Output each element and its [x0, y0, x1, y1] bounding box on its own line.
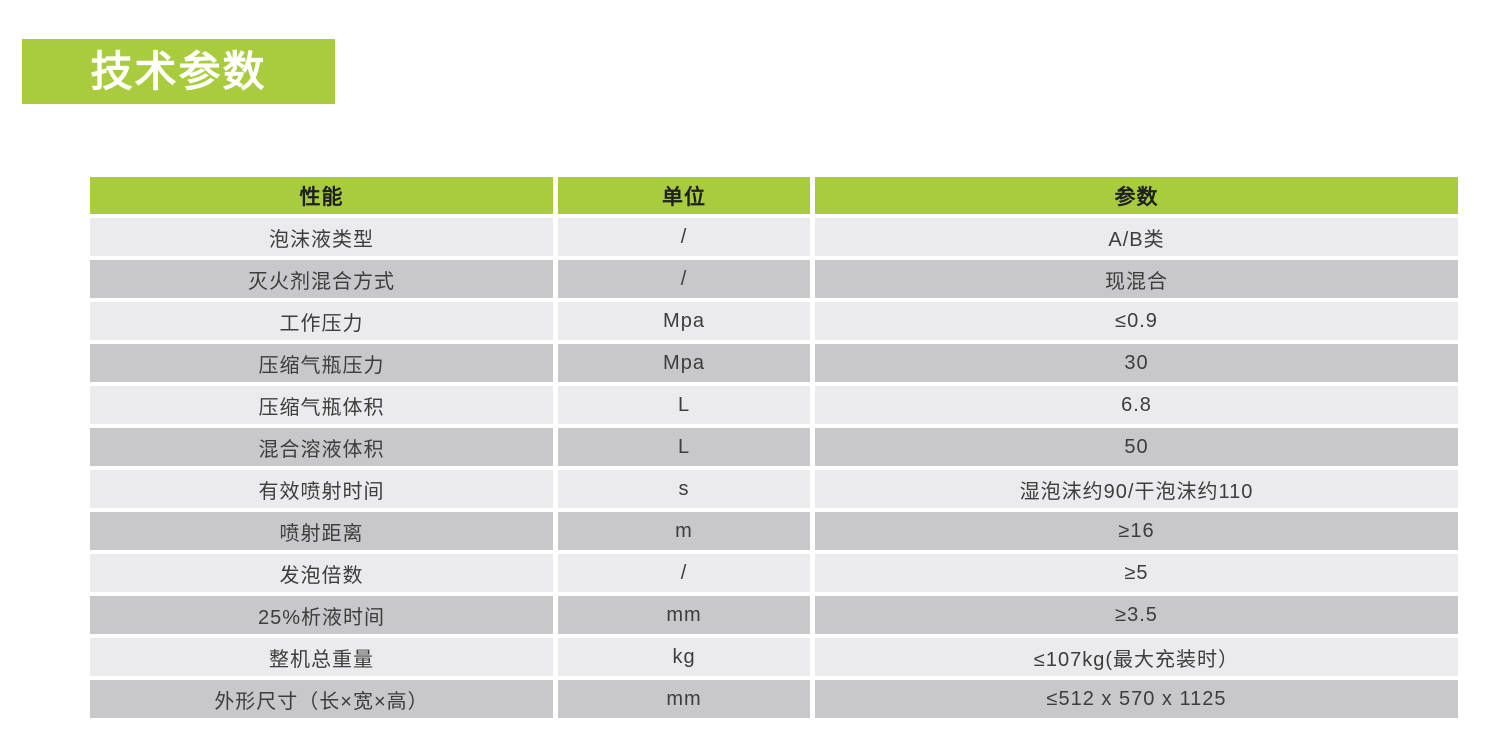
- unit-cell: s: [558, 470, 810, 508]
- spec-name-cell: 压缩气瓶体积: [90, 386, 553, 424]
- unit-cell: mm: [558, 596, 810, 634]
- param-value-cell: 6.8: [815, 386, 1458, 424]
- spec-name-cell: 喷射距离: [90, 512, 553, 550]
- unit-cell: L: [558, 386, 810, 424]
- spec-name-cell: 外形尺寸（长×宽×高）: [90, 680, 553, 718]
- spec-name-cell: 工作压力: [90, 302, 553, 340]
- spec-name-cell: 发泡倍数: [90, 554, 553, 592]
- spec-table: 性能 单位 参数 泡沫液类型 / A/B类 灭火剂混合方式 / 现混合 工作压力…: [90, 177, 1458, 718]
- spec-name-cell: 压缩气瓶压力: [90, 344, 553, 382]
- param-value-cell: 湿泡沫约90/干泡沫约110: [815, 470, 1458, 508]
- spec-name-cell: 泡沫液类型: [90, 218, 553, 256]
- column-header-parameter: 参数: [815, 177, 1458, 214]
- unit-cell: /: [558, 260, 810, 298]
- param-value-cell: 50: [815, 428, 1458, 466]
- unit-cell: /: [558, 218, 810, 256]
- param-value-cell: ≤512 x 570 x 1125: [815, 680, 1458, 718]
- page-title: 技术参数: [90, 47, 267, 95]
- spec-name-cell: 混合溶液体积: [90, 428, 553, 466]
- spec-name-cell: 有效喷射时间: [90, 470, 553, 508]
- unit-cell: m: [558, 512, 810, 550]
- section-title-banner: 技术参数: [22, 39, 335, 104]
- unit-cell: mm: [558, 680, 810, 718]
- unit-cell: Mpa: [558, 302, 810, 340]
- param-value-cell: ≥3.5: [815, 596, 1458, 634]
- spec-name-cell: 整机总重量: [90, 638, 553, 676]
- unit-cell: L: [558, 428, 810, 466]
- unit-cell: kg: [558, 638, 810, 676]
- spec-name-cell: 灭火剂混合方式: [90, 260, 553, 298]
- param-value-cell: ≥16: [815, 512, 1458, 550]
- spec-name-cell: 25%析液时间: [90, 596, 553, 634]
- param-value-cell: A/B类: [815, 218, 1458, 256]
- param-value-cell: ≥5: [815, 554, 1458, 592]
- param-value-cell: 30: [815, 344, 1458, 382]
- unit-cell: Mpa: [558, 344, 810, 382]
- param-value-cell: ≤0.9: [815, 302, 1458, 340]
- unit-cell: /: [558, 554, 810, 592]
- column-header-unit: 单位: [558, 177, 810, 214]
- column-header-performance: 性能: [90, 177, 553, 214]
- param-value-cell: 现混合: [815, 260, 1458, 298]
- param-value-cell: ≤107kg(最大充装时）: [815, 638, 1458, 676]
